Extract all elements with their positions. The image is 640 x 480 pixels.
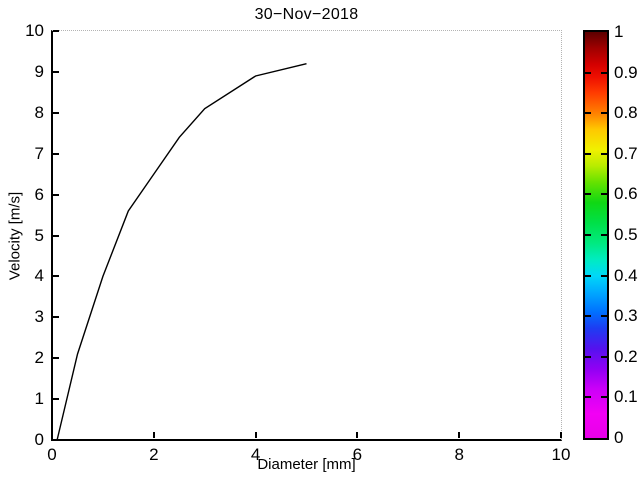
- y-axis-label: Velocity [m/s]: [6, 191, 24, 281]
- colorbar-tick-mark-left: [585, 355, 591, 358]
- colorbar-tick-mark-right: [601, 274, 607, 277]
- y-tick-mark: [53, 152, 59, 155]
- x-tick-label: 6: [352, 445, 363, 464]
- y-tick-label: 6: [34, 184, 44, 204]
- colorbar-tick-label: 0.7: [614, 143, 638, 163]
- colorbar-tick-mark-right: [601, 71, 607, 74]
- colorbar-tick-label: 0.8: [614, 103, 638, 123]
- x-tick-mark: [152, 432, 155, 438]
- colorbar-tick-label: 0.5: [614, 225, 638, 244]
- colorbar-tick-mark-left: [585, 193, 591, 196]
- x-axis-label: Diameter [mm]: [257, 456, 356, 473]
- colorbar-tick-label: 0.6: [614, 184, 638, 204]
- y-tick-label: 4: [34, 266, 44, 286]
- y-tick-label: 7: [34, 143, 44, 163]
- y-tick-mark: [53, 193, 59, 196]
- y-tick-mark: [53, 234, 59, 237]
- colorbar-tick-label: 0.4: [614, 265, 638, 285]
- y-tick-mark: [53, 30, 59, 32]
- colorbar-tick-mark-left: [585, 152, 591, 155]
- x-tick-mark: [254, 432, 257, 438]
- y-tick-mark: [53, 357, 59, 360]
- y-tick-label: 9: [34, 61, 44, 81]
- y-tick-mark: [53, 111, 59, 114]
- x-tick-label: 10: [551, 445, 571, 464]
- y-tick-label: 5: [34, 225, 44, 245]
- colorbar-tick-mark-right: [601, 234, 607, 236]
- y-tick-mark: [53, 275, 59, 278]
- y-tick-label: 2: [34, 348, 44, 368]
- colorbar-tick-mark-right: [601, 396, 607, 399]
- y-tick-label: 1: [34, 389, 44, 409]
- colorbar-tick-mark-left: [585, 396, 591, 399]
- y-tick-label: 8: [34, 102, 44, 122]
- y-tick-mark: [53, 316, 59, 319]
- x-tick-label: 8: [454, 445, 464, 464]
- y-tick-label: 10: [25, 21, 44, 40]
- colorbar-tick-label: 0.9: [614, 62, 638, 82]
- x-tick-label: 2: [149, 445, 159, 464]
- colorbar-tick-mark-right: [601, 193, 607, 196]
- colorbar-tick-label: 1: [614, 22, 624, 41]
- y-tick-label: 0: [34, 430, 44, 449]
- colorbar-tick-mark-right: [601, 112, 607, 115]
- colorbar-tick-label: 0.2: [614, 346, 638, 366]
- y-tick-label: 3: [34, 307, 44, 327]
- colorbar-tick-mark-left: [585, 274, 591, 277]
- colorbar-tick-label: 0: [614, 428, 624, 447]
- x-tick-label: 0: [47, 445, 57, 464]
- colorbar-tick-mark-right: [601, 152, 607, 155]
- y-tick-mark: [53, 70, 59, 73]
- colorbar-tick-mark-right: [601, 355, 607, 358]
- colorbar-tick-mark-left: [585, 315, 591, 318]
- colorbar-tick-mark-left: [585, 112, 591, 115]
- colorbar-tick-mark-left: [585, 234, 591, 236]
- plot-title: 30−Nov−2018: [254, 6, 359, 23]
- x-tick-label: 4: [250, 445, 261, 464]
- x-tick-mark: [458, 432, 461, 438]
- plot-area: [51, 30, 562, 441]
- colorbar-tick-label: 0.3: [614, 306, 638, 326]
- x-tick-mark: [560, 432, 562, 438]
- y-tick-mark: [53, 398, 59, 401]
- colorbar-tick-mark-left: [585, 71, 591, 74]
- x-tick-mark: [356, 432, 359, 438]
- x-tick-mark: [51, 432, 53, 438]
- colorbar-tick-mark-right: [601, 315, 607, 318]
- y-tick-mark: [53, 439, 59, 441]
- colorbar-tick-label: 0.1: [614, 387, 638, 407]
